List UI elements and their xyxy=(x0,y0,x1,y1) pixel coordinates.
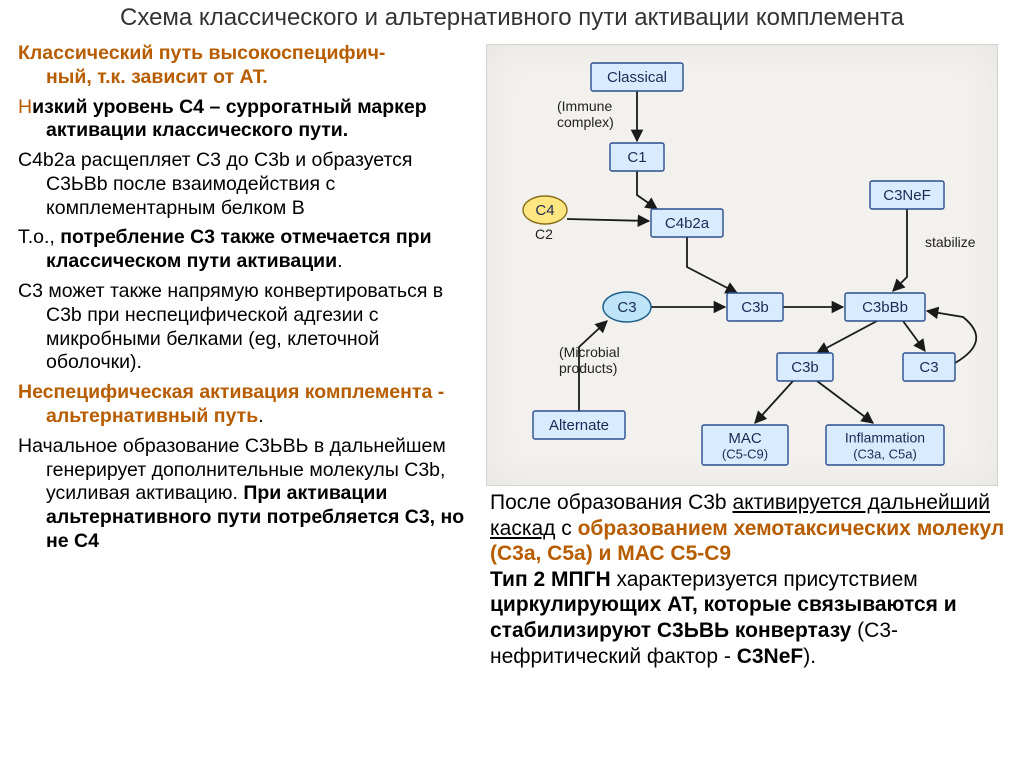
node-c2-label: C2 xyxy=(535,226,553,242)
r2-e: C3NeF xyxy=(737,645,804,668)
edge-c1-c4b2a xyxy=(637,171,657,209)
edge-c3b2-mac xyxy=(755,381,793,423)
node-alternate-label: Alternate xyxy=(549,417,609,434)
edge-c3nef-c3bbb xyxy=(893,209,907,291)
r2-b: характеризуется присутствием xyxy=(611,568,918,591)
node-c3bbb-label: C3bBb xyxy=(862,299,908,316)
node-inflam-label2: (C3a, C5a) xyxy=(853,446,917,461)
node-inflam-label1: Inflammation xyxy=(845,430,925,446)
p2-lead: Н xyxy=(18,96,32,118)
node-c3nef-label: C3NeF xyxy=(883,187,931,204)
label-stabilize: stabilize xyxy=(925,234,976,250)
label-immune-2: complex) xyxy=(557,114,614,130)
p6-dot: . xyxy=(258,405,263,427)
r2-a: Тип 2 МПГН xyxy=(490,568,611,591)
slide-title: Схема классического и альтернативного пу… xyxy=(0,4,1024,32)
node-c4b2a-label: C4b2a xyxy=(665,215,710,232)
node-c1-label: C1 xyxy=(627,149,646,166)
r1-c: с xyxy=(555,517,577,540)
right-text-block: После образования С3b активируется дальн… xyxy=(490,490,1010,669)
node-mac-label1: MAC xyxy=(728,430,762,447)
r2-f: ). xyxy=(803,645,816,668)
p4-c: . xyxy=(337,250,342,272)
node-c3-2-label: C3 xyxy=(919,359,938,376)
node-c3-label: C3 xyxy=(617,299,636,316)
edge-c4b2a-c3b xyxy=(687,237,737,293)
node-mac-label2: (C5-C9) xyxy=(722,446,768,461)
p5: С3 может также напрямую конвертироваться… xyxy=(18,280,474,375)
complement-pathway-diagram: (Immune complex) (Microbial products) st… xyxy=(486,44,998,486)
node-c3b-label: C3b xyxy=(741,299,769,316)
p6: Неспецифическая активация комплемента - … xyxy=(18,381,444,427)
edge-c3b2-inflam xyxy=(817,381,873,423)
r1-a: После образования С3b xyxy=(490,491,732,514)
p4-b: потребление С3 также отмечается при клас… xyxy=(46,226,432,272)
p3: С4b2a расщепляет С3 до С3b и образуется … xyxy=(18,149,474,220)
p2-body: изкий уровень С4 – суррогатный маркер ак… xyxy=(32,96,427,142)
node-classical-label: Classical xyxy=(607,69,667,86)
label-immune-1: (Immune xyxy=(557,98,612,114)
p4-a: Т.о., xyxy=(18,226,60,248)
node-c3b-2-label: C3b xyxy=(791,359,819,376)
node-c4-label: C4 xyxy=(535,202,554,219)
p1-line2: ный, т.к. зависит от АТ. xyxy=(46,66,268,88)
edge-c3bbb-c3b2 xyxy=(817,321,877,353)
edge-c4-c4b2a xyxy=(567,219,649,221)
left-text-column: Классический путь высокоспецифич- ный, т… xyxy=(18,42,474,560)
label-microbial-1: (Microbial xyxy=(559,344,620,360)
p1-line1: Классический путь высокоспецифич- xyxy=(18,42,385,64)
label-microbial-2: products) xyxy=(559,360,617,376)
edge-c3bbb-c3_2 xyxy=(903,321,925,351)
